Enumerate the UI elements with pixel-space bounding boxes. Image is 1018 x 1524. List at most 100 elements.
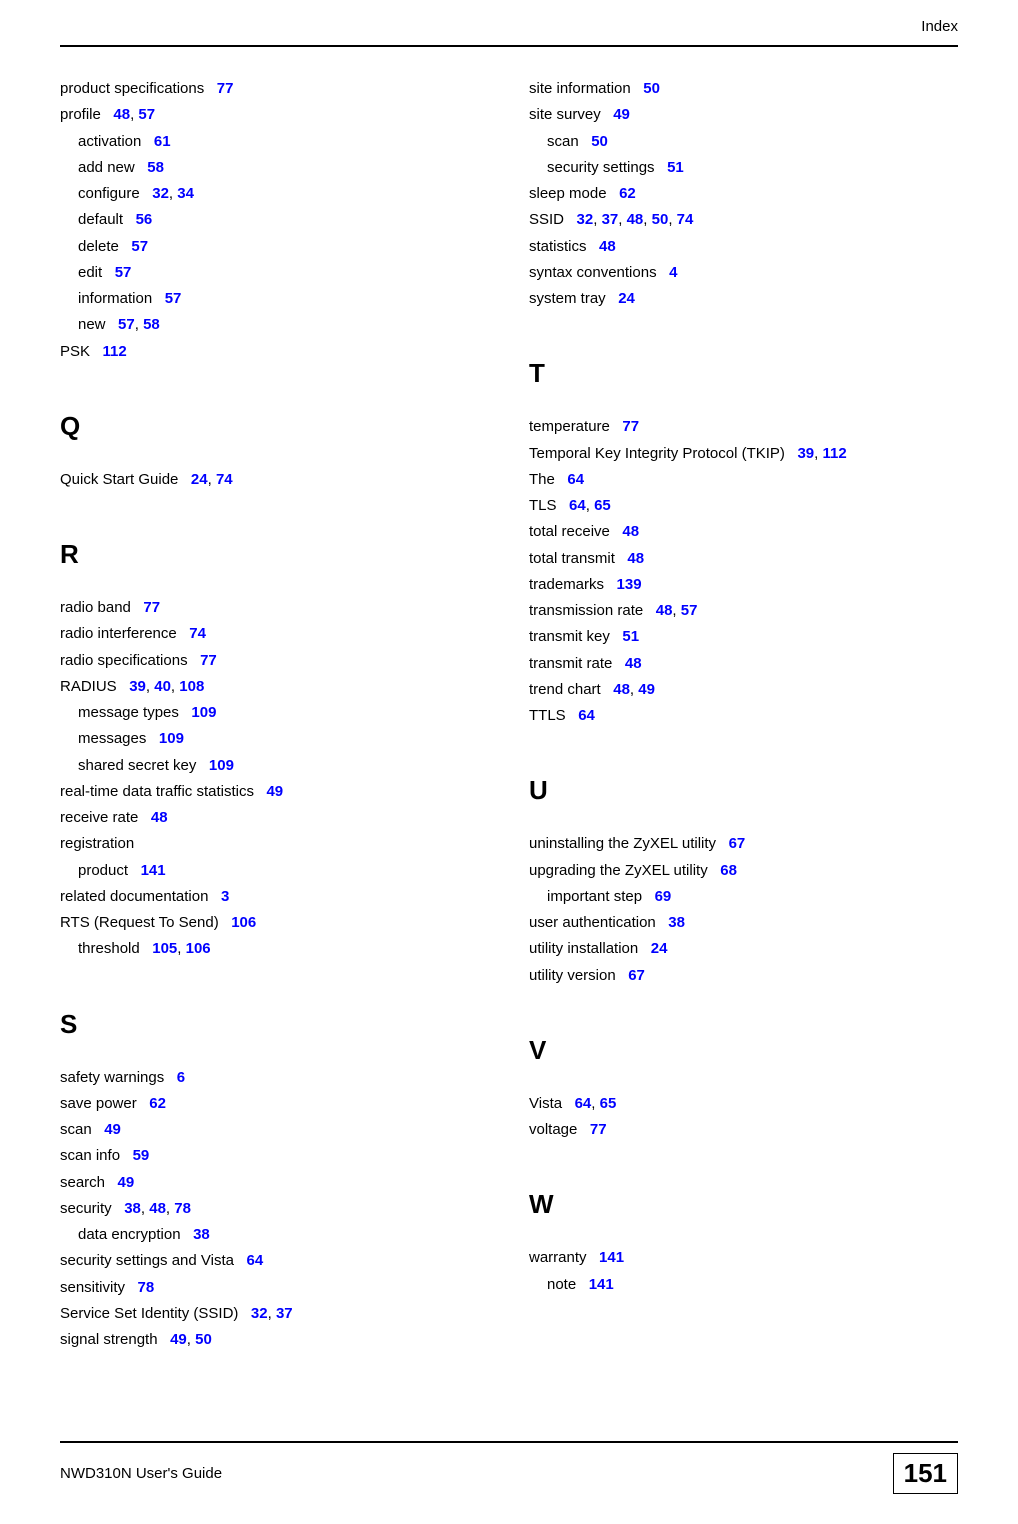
page-link[interactable]: 69 (655, 888, 672, 905)
page-link[interactable]: 24 (651, 940, 668, 957)
page-link[interactable]: 74 (216, 471, 233, 488)
page-link[interactable]: 64 (567, 471, 584, 488)
page-link[interactable]: 62 (149, 1095, 166, 1112)
page-link[interactable]: 67 (729, 835, 746, 852)
page-link[interactable]: 48 (627, 211, 644, 228)
index-entry: profile 48, 57 (60, 103, 489, 126)
index-entry: Service Set Identity (SSID) 32, 37 (60, 1302, 489, 1325)
page-link[interactable]: 48 (149, 1200, 166, 1217)
page-link[interactable]: 48 (151, 809, 168, 826)
page-link[interactable]: 38 (193, 1226, 210, 1243)
page-link[interactable]: 49 (613, 106, 630, 123)
page-link[interactable]: 64 (575, 1095, 592, 1112)
page-link[interactable]: 62 (619, 185, 636, 202)
page-link[interactable]: 67 (628, 967, 645, 984)
page-link[interactable]: 49 (104, 1121, 121, 1138)
index-term: receive rate (60, 809, 138, 826)
page-link[interactable]: 37 (602, 211, 619, 228)
index-term: radio interference (60, 625, 177, 642)
page-link[interactable]: 32 (251, 1305, 268, 1322)
page-link[interactable]: 105 (152, 940, 177, 957)
index-term: signal strength (60, 1331, 158, 1348)
page-link[interactable]: 49 (266, 783, 283, 800)
page-link[interactable]: 65 (600, 1095, 617, 1112)
page-link[interactable]: 24 (191, 471, 208, 488)
page-link[interactable]: 64 (569, 497, 586, 514)
page-link[interactable]: 78 (174, 1200, 191, 1217)
page-link[interactable]: 48 (622, 523, 639, 540)
page-link[interactable]: 57 (131, 238, 148, 255)
page-link[interactable]: 58 (143, 316, 160, 333)
index-term: uninstalling the ZyXEL utility (529, 835, 716, 852)
footer-rule (60, 1441, 958, 1443)
page-link[interactable]: 109 (159, 730, 184, 747)
index-subentry: message types 109 (60, 701, 489, 724)
page-link[interactable]: 50 (195, 1331, 212, 1348)
page-link[interactable]: 51 (622, 628, 639, 645)
page-link[interactable]: 59 (133, 1147, 150, 1164)
page-link[interactable]: 77 (200, 652, 217, 669)
page-link[interactable]: 37 (276, 1305, 293, 1322)
page-link[interactable]: 38 (124, 1200, 141, 1217)
index-entry: temperature 77 (529, 415, 958, 438)
page-link[interactable]: 78 (138, 1279, 155, 1296)
page-link[interactable]: 32 (152, 185, 169, 202)
page-link[interactable]: 48 (625, 655, 642, 672)
page-link[interactable]: 64 (578, 707, 595, 724)
index-term: trademarks (529, 576, 604, 593)
page-link[interactable]: 48 (113, 106, 130, 123)
page-link[interactable]: 77 (143, 599, 160, 616)
page-link[interactable]: 6 (177, 1069, 185, 1086)
page-link[interactable]: 57 (115, 264, 132, 281)
page-link[interactable]: 50 (591, 133, 608, 150)
page-link[interactable]: 112 (103, 343, 127, 360)
page-link[interactable]: 108 (179, 678, 204, 695)
page-link[interactable]: 77 (590, 1121, 607, 1138)
page-link[interactable]: 34 (177, 185, 194, 202)
page-link[interactable]: 57 (138, 106, 155, 123)
page-link[interactable]: 61 (154, 133, 171, 150)
page-link[interactable]: 49 (170, 1331, 187, 1348)
page-link[interactable]: 64 (247, 1252, 264, 1269)
page-link[interactable]: 68 (720, 862, 737, 879)
page-link[interactable]: 65 (594, 497, 611, 514)
page-link[interactable]: 51 (667, 159, 684, 176)
page-link[interactable]: 57 (118, 316, 135, 333)
page-link[interactable]: 48 (627, 550, 644, 567)
page-link[interactable]: 48 (599, 238, 616, 255)
page-link[interactable]: 77 (217, 80, 234, 97)
page-link[interactable]: 141 (589, 1276, 614, 1293)
page-link[interactable]: 109 (209, 757, 234, 774)
page-link[interactable]: 50 (652, 211, 669, 228)
page-link[interactable]: 139 (617, 576, 642, 593)
page-link[interactable]: 106 (186, 940, 211, 957)
page-link[interactable]: 50 (643, 80, 660, 97)
page-link[interactable]: 49 (118, 1174, 135, 1191)
page-link[interactable]: 112 (822, 445, 846, 462)
page-link[interactable]: 109 (191, 704, 216, 721)
page-link[interactable]: 38 (668, 914, 685, 931)
page-link[interactable]: 4 (669, 264, 677, 281)
separator: , (593, 211, 601, 228)
page-link[interactable]: 74 (189, 625, 206, 642)
page-link[interactable]: 57 (165, 290, 182, 307)
page-link[interactable]: 48 (656, 602, 673, 619)
page-link[interactable]: 57 (681, 602, 698, 619)
index-term: profile (60, 106, 101, 123)
page-link[interactable]: 40 (154, 678, 171, 695)
page-link[interactable]: 49 (638, 681, 655, 698)
page-link[interactable]: 141 (599, 1249, 624, 1266)
page-link[interactable]: 106 (231, 914, 256, 931)
page-link[interactable]: 3 (221, 888, 229, 905)
page-link[interactable]: 77 (622, 418, 639, 435)
page-link[interactable]: 141 (141, 862, 166, 879)
page-link[interactable]: 39 (129, 678, 146, 695)
page-link[interactable]: 39 (797, 445, 814, 462)
index-term: utility version (529, 967, 616, 984)
page-link[interactable]: 24 (618, 290, 635, 307)
page-link[interactable]: 56 (136, 211, 153, 228)
page-link[interactable]: 74 (677, 211, 694, 228)
page-link[interactable]: 58 (147, 159, 164, 176)
page-link[interactable]: 32 (577, 211, 594, 228)
page-link[interactable]: 48 (613, 681, 630, 698)
